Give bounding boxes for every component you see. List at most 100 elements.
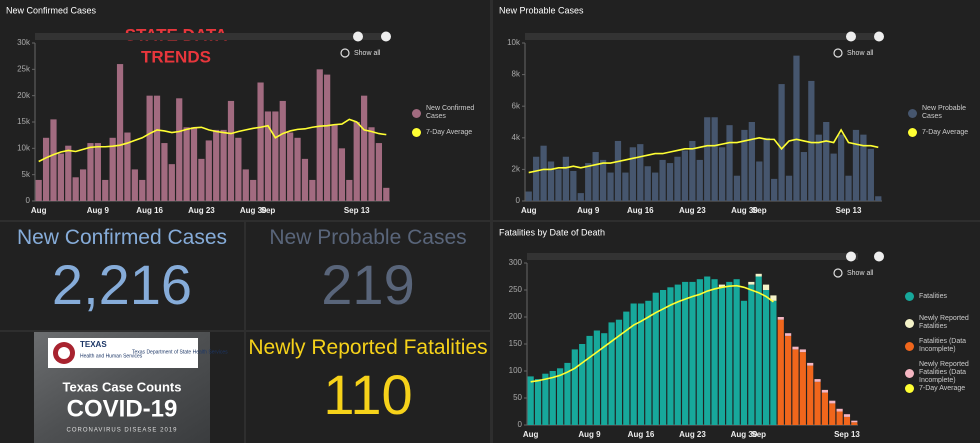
legend-label: Newly Reported Fatalities: [919, 315, 969, 330]
indicator-value: 219: [321, 253, 415, 316]
department: Texas Department of State Health Service…: [132, 349, 228, 355]
x-tick-label: Aug 9: [578, 430, 601, 439]
bar: [748, 122, 755, 201]
bar: [659, 159, 666, 201]
card-heading: Texas Case Counts: [63, 379, 182, 394]
legend-item: Newly Reported Fatalities: [905, 315, 975, 331]
bar: [770, 295, 777, 301]
legend-swatch: [908, 128, 917, 137]
bar: [823, 122, 830, 201]
x-tick-label: Aug 23: [188, 206, 215, 215]
x-tick-label: Aug: [31, 206, 47, 215]
legend-label: 7-Day Average: [426, 128, 473, 136]
bar: [227, 100, 235, 201]
y-tick-label: 0: [516, 196, 521, 205]
bar: [793, 55, 800, 201]
bar: [562, 156, 570, 201]
bar: [65, 145, 72, 201]
indicator-title: New Confirmed Cases: [16, 226, 228, 249]
bar: [851, 420, 858, 423]
bar: [704, 276, 711, 425]
bar: [176, 98, 183, 201]
bar: [629, 147, 636, 201]
chart-title: New Probable Cases: [499, 5, 584, 15]
bar: [807, 365, 814, 425]
bar: [763, 137, 770, 201]
bar: [346, 179, 353, 201]
zoom-icon: [833, 268, 843, 278]
bar: [778, 84, 785, 201]
legend-label: Newly Reported Fatalities (Data Incomple…: [919, 361, 969, 384]
bar: [860, 134, 867, 201]
bar: [361, 95, 368, 201]
bar: [301, 158, 309, 201]
bar: [220, 129, 227, 201]
bar: [242, 169, 249, 201]
bar: [622, 172, 629, 201]
bar: [549, 371, 556, 425]
bar: [748, 284, 755, 425]
x-tick-label: Aug 16: [136, 206, 163, 215]
bar: [666, 163, 674, 201]
bar: [585, 163, 592, 201]
bar: [190, 127, 198, 201]
indicator: New Confirmed Cases 2,216: [0, 226, 244, 317]
bar: [762, 290, 770, 425]
bar: [652, 172, 659, 201]
zoom-button[interactable]: Show all: [847, 50, 874, 57]
bar: [836, 408, 843, 412]
time-slider: [525, 33, 882, 40]
bar: [577, 193, 584, 201]
indicator-value: 2,216: [51, 253, 193, 316]
x-tick-label: Aug 9: [577, 206, 600, 215]
x-tick-label: Aug 23: [679, 206, 706, 215]
bar: [689, 140, 696, 201]
bar: [324, 74, 331, 201]
bar: [375, 143, 383, 201]
y-tick-label: 10k: [507, 38, 521, 47]
bar: [615, 319, 623, 425]
legend-item: Newly Reported Fatalities (Data Incomple…: [905, 361, 975, 385]
bar: [57, 153, 64, 201]
bar: [785, 335, 792, 425]
bar: [607, 172, 614, 201]
legend-label: New Probable Cases: [922, 105, 966, 120]
bar: [704, 117, 711, 201]
legend-item: 7-Day Average: [905, 384, 975, 393]
zoom-icon: [340, 48, 350, 58]
y-tick-label: 20k: [17, 91, 31, 100]
bar: [829, 400, 836, 404]
legend-item: Fatalities: [905, 292, 975, 301]
y-tick-label: 10k: [17, 143, 31, 152]
bar: [718, 287, 726, 425]
bar: [586, 335, 593, 425]
bar: [696, 279, 703, 425]
legend-item: 7-Day Average: [908, 128, 978, 137]
zoom-button[interactable]: Show all: [847, 270, 874, 277]
bar: [785, 333, 792, 336]
x-tick-label: Aug 16: [628, 430, 655, 439]
bar: [146, 95, 153, 201]
bar: [674, 284, 681, 425]
bar: [257, 82, 264, 201]
bar: [309, 179, 316, 201]
seal-inner: [58, 347, 70, 359]
bar: [124, 132, 131, 201]
bar: [250, 179, 257, 201]
bar: [153, 95, 161, 201]
bar: [183, 127, 190, 201]
bar: [235, 137, 242, 201]
zoom-button[interactable]: Show all: [354, 50, 381, 57]
y-tick-label: 6k: [512, 101, 521, 110]
x-tick-label: Sep 13: [344, 206, 370, 215]
bar: [338, 148, 346, 201]
y-tick-label: 250: [509, 285, 523, 294]
bar: [139, 179, 146, 201]
bar: [792, 346, 799, 350]
bar: [659, 290, 667, 425]
y-tick-label: 8k: [512, 70, 521, 79]
bar: [845, 175, 852, 201]
bar: [213, 129, 220, 201]
bar: [601, 333, 608, 425]
